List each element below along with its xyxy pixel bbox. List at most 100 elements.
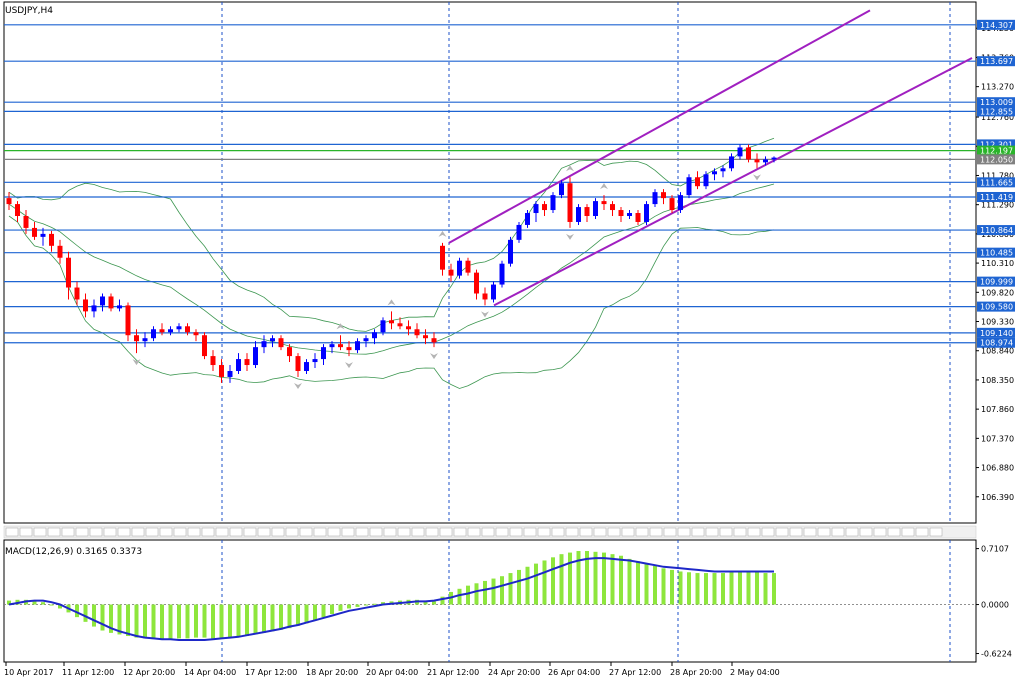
price-tick-label: 108.350 bbox=[981, 376, 1014, 385]
ribbon-cell bbox=[565, 527, 579, 537]
level-label-box bbox=[977, 154, 1015, 165]
candle-body bbox=[100, 296, 105, 306]
ribbon-cell bbox=[803, 527, 817, 537]
candle-body bbox=[491, 284, 496, 300]
macd-bar bbox=[627, 558, 632, 605]
candle-body bbox=[108, 296, 114, 309]
candle-body bbox=[363, 338, 369, 342]
macd-bar bbox=[75, 604, 79, 618]
macd-bar bbox=[610, 554, 615, 605]
ribbon-cell bbox=[733, 527, 747, 537]
macd-tick-label: -0.6224 bbox=[981, 650, 1012, 659]
channel-line bbox=[493, 57, 973, 307]
fractal-down bbox=[132, 359, 141, 366]
level-label: 110.485 bbox=[980, 249, 1013, 258]
fractal-up bbox=[600, 183, 608, 190]
macd-bar bbox=[687, 572, 691, 605]
macd-bar bbox=[636, 561, 640, 605]
candle-body bbox=[431, 338, 437, 343]
ribbon-cell bbox=[467, 527, 481, 537]
time-axis: 10 Apr 2017 11 Apr 12:00 12 Apr 20:00 14 Ap… bbox=[4, 662, 780, 677]
ribbon-cell bbox=[341, 527, 355, 537]
fractal-down bbox=[294, 382, 302, 389]
ribbon-cell bbox=[495, 527, 509, 537]
ribbon-cell bbox=[705, 527, 719, 537]
macd-bar bbox=[517, 569, 521, 605]
ribbon-cell bbox=[677, 527, 691, 537]
macd-bar bbox=[58, 604, 62, 609]
price-tick-label: 109.820 bbox=[981, 288, 1014, 297]
candle-body bbox=[346, 347, 352, 351]
macd-bar bbox=[712, 573, 717, 605]
candle-body bbox=[440, 245, 445, 270]
fractal-down bbox=[345, 362, 353, 369]
macd-bar bbox=[559, 554, 564, 605]
macd-bar bbox=[602, 552, 606, 605]
macd-panel: 0.7107 0.0000 -0.6224 bbox=[4, 545, 1012, 659]
ribbon-cell bbox=[215, 527, 229, 537]
ribbon-cell bbox=[75, 527, 89, 537]
time-tick-label: 14 Apr 04:00 bbox=[184, 668, 236, 677]
macd-bar bbox=[270, 604, 275, 632]
ribbon-cell bbox=[187, 527, 201, 537]
candle-body bbox=[414, 329, 420, 336]
macd-bar bbox=[321, 604, 326, 618]
macd-bar bbox=[32, 600, 37, 605]
candle-body bbox=[771, 157, 777, 160]
candle-body bbox=[23, 216, 29, 228]
candle-body bbox=[32, 227, 37, 237]
ribbon-cell bbox=[845, 527, 859, 537]
macd-bar bbox=[372, 603, 377, 605]
candle-body bbox=[729, 156, 734, 169]
time-tick-label: 10 Apr 2017 bbox=[4, 668, 53, 677]
macd-bar bbox=[168, 604, 173, 640]
ribbon-cell bbox=[453, 527, 467, 537]
macd-label: MACD(12,26,9) 0.3165 0.3373 bbox=[5, 547, 142, 557]
level-label: 108.974 bbox=[980, 339, 1013, 348]
macd-bar bbox=[287, 604, 292, 629]
macd-bar bbox=[330, 604, 334, 614]
candle-body bbox=[321, 347, 326, 360]
price-tick-label: 109.330 bbox=[981, 318, 1014, 327]
level-label-box bbox=[977, 106, 1015, 117]
ribbon-cell bbox=[313, 527, 327, 537]
macd-bar bbox=[542, 560, 547, 605]
macd-bar bbox=[347, 604, 351, 609]
event-ribbon bbox=[3, 525, 977, 539]
level-label: 112.050 bbox=[980, 155, 1013, 164]
macd-bar bbox=[491, 578, 496, 605]
candle-body bbox=[159, 329, 165, 333]
level-label-box bbox=[977, 19, 1015, 30]
macd-bar bbox=[355, 604, 360, 607]
level-label: 112.301 bbox=[980, 140, 1013, 149]
fractals bbox=[132, 165, 761, 389]
macd-bar bbox=[746, 572, 751, 605]
candle-body bbox=[295, 356, 301, 371]
ribbon-cell bbox=[887, 527, 901, 537]
macd-bar bbox=[466, 585, 470, 605]
ribbon-cell bbox=[831, 527, 845, 537]
macd-bar bbox=[143, 604, 147, 639]
ribbon-cell bbox=[775, 527, 789, 537]
level-label: 113.009 bbox=[980, 98, 1013, 107]
candle-body bbox=[703, 174, 709, 187]
macd-bar bbox=[483, 580, 487, 605]
ribbon-cell bbox=[355, 527, 369, 537]
candle-body bbox=[686, 177, 692, 196]
ribbon-cell bbox=[663, 527, 677, 537]
ribbon-cell bbox=[159, 527, 173, 537]
fractal-down bbox=[430, 353, 438, 360]
macd-bar bbox=[500, 576, 504, 605]
macd-signal-line bbox=[8, 557, 774, 641]
level-label: 109.999 bbox=[980, 278, 1013, 287]
ribbon-cell bbox=[257, 527, 271, 537]
ribbon-cell bbox=[243, 527, 257, 537]
candle-body bbox=[644, 204, 649, 222]
ribbon-cell bbox=[33, 527, 47, 537]
candle-body bbox=[457, 260, 462, 276]
macd-bar bbox=[704, 573, 708, 605]
macd-bar bbox=[236, 604, 241, 637]
ribbon-cell bbox=[369, 527, 383, 537]
candle-body bbox=[584, 207, 590, 217]
time-tick-label: 11 Apr 12:00 bbox=[62, 668, 114, 677]
